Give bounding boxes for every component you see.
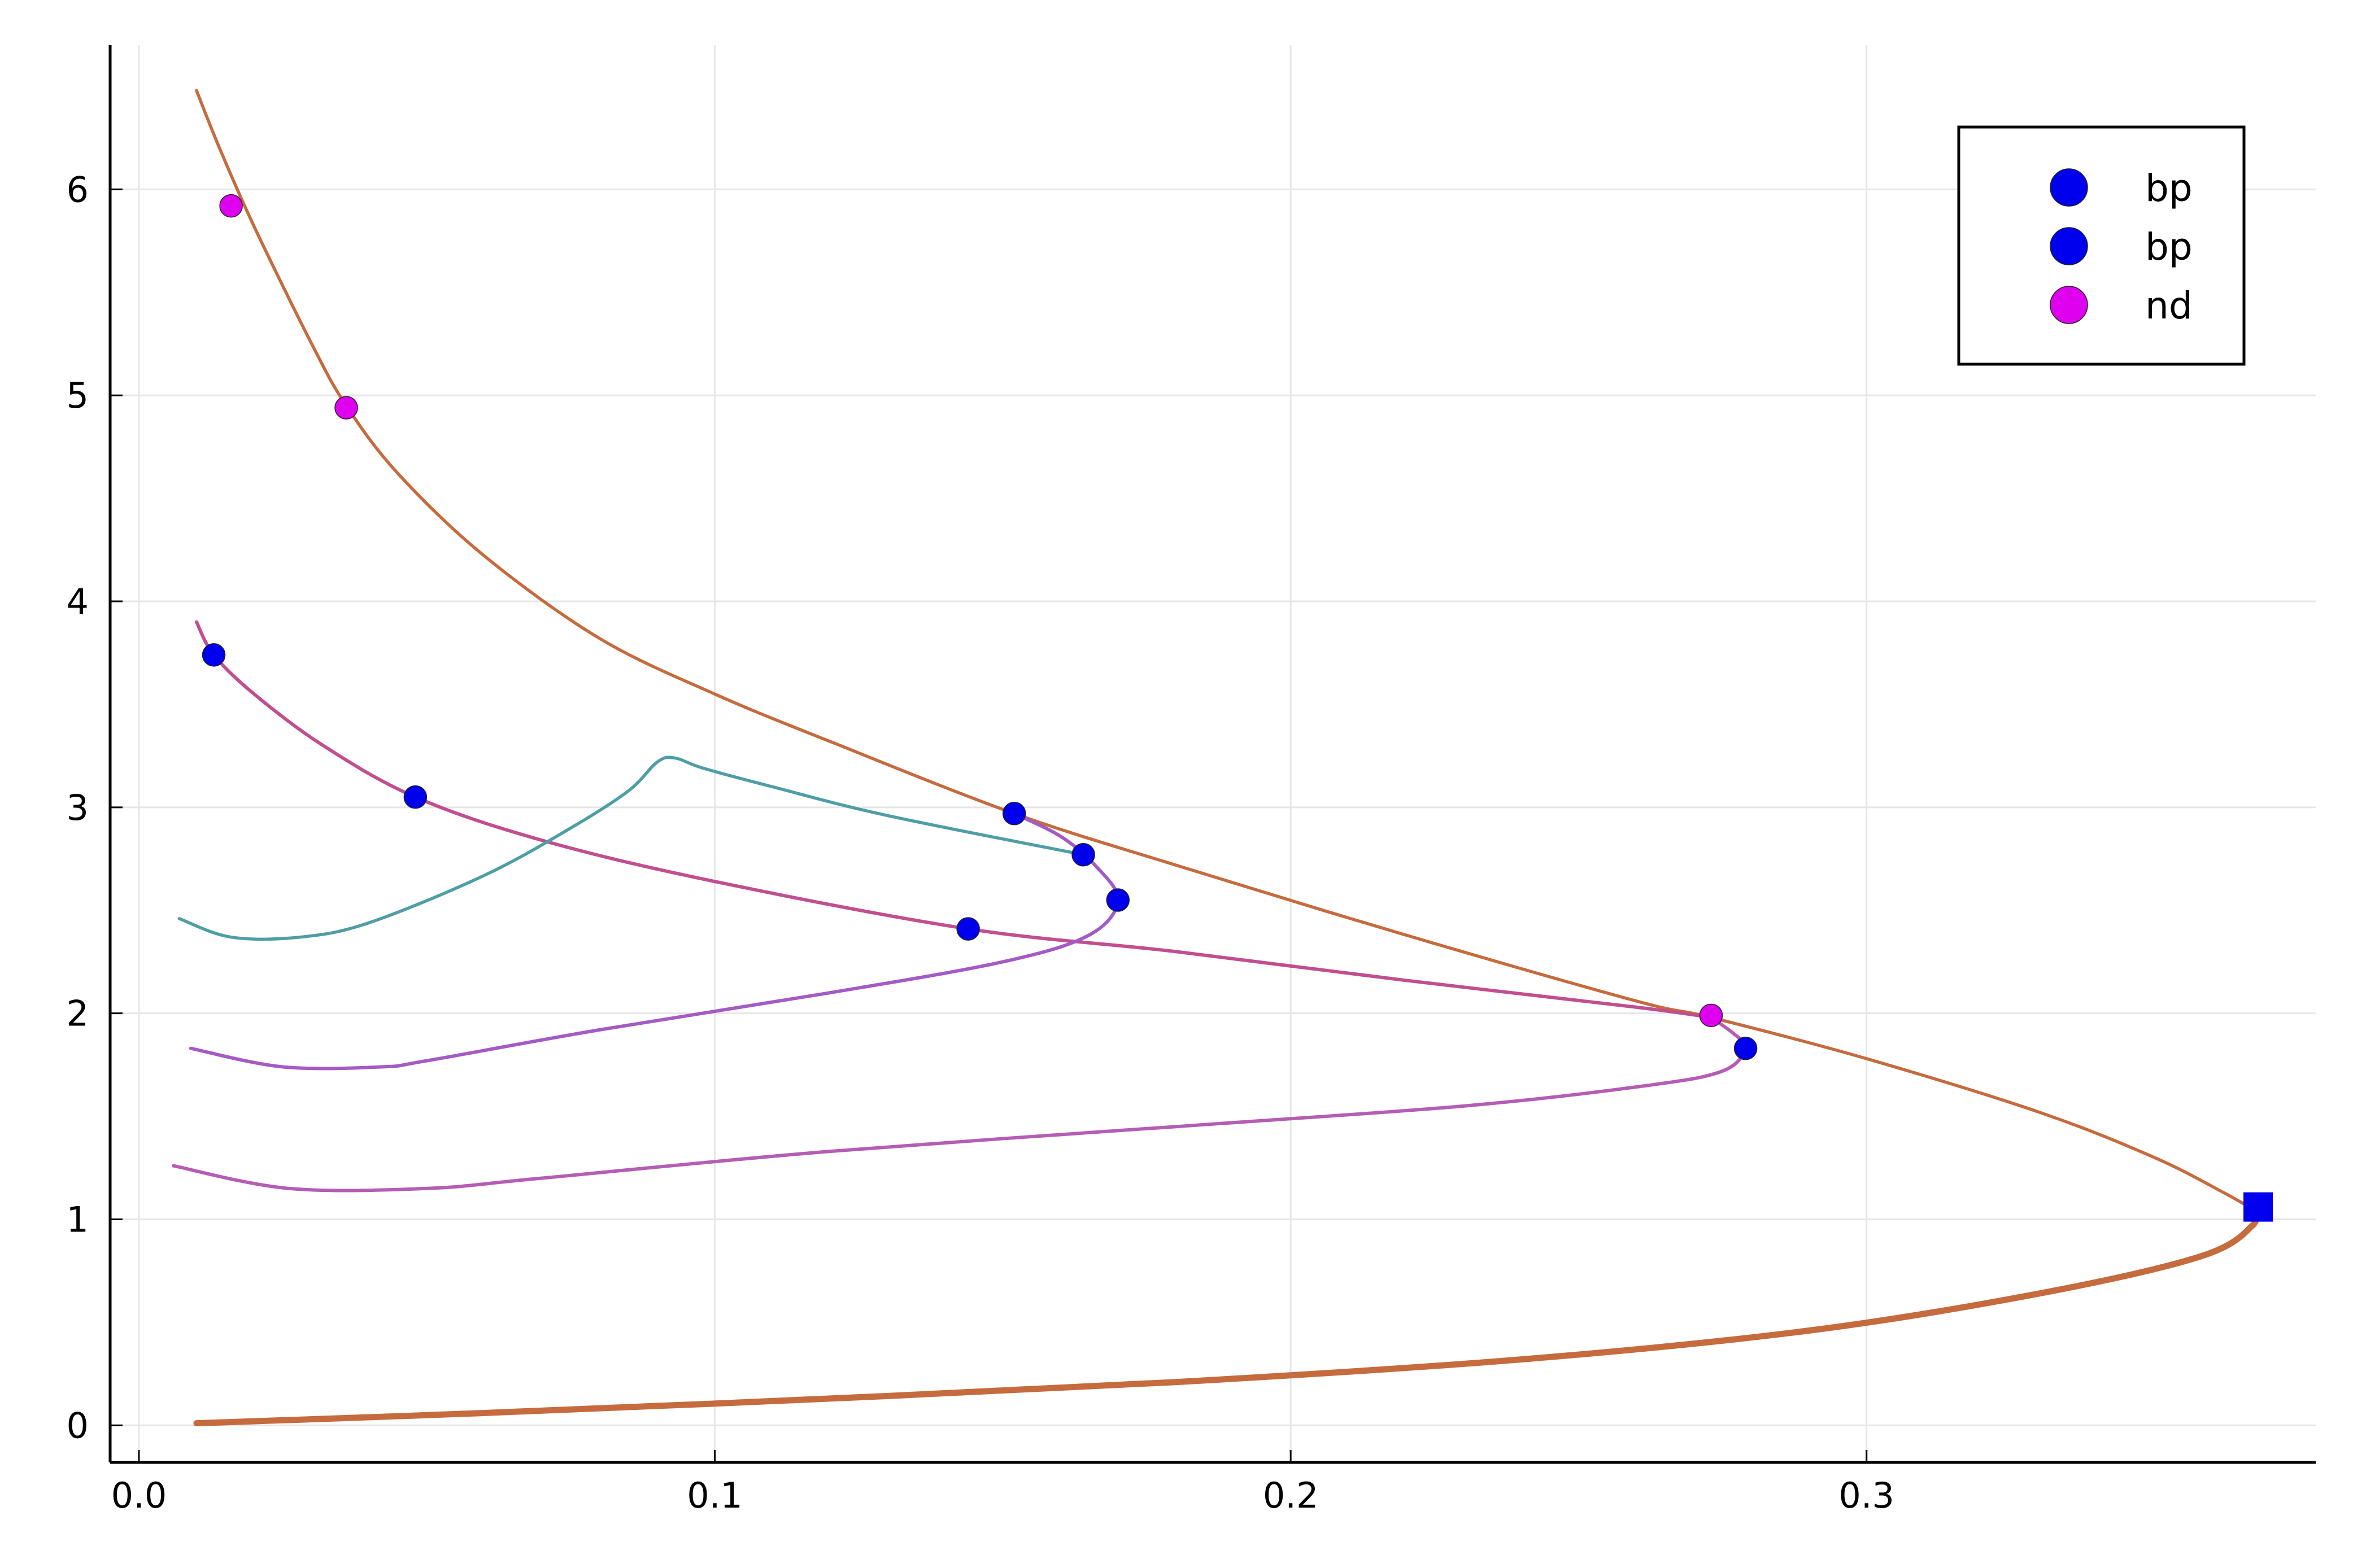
legend-marker-bp: [2050, 168, 2088, 207]
nd-point: [1699, 1003, 1723, 1028]
y-tick-label: 0: [67, 1405, 89, 1446]
bp-point: [202, 643, 226, 667]
series-line-2: [193, 1206, 2260, 1427]
legend-marker-nd: [2050, 286, 2088, 324]
tick-labels: 0.0 0.1 0.2 0.3 0 1 2 3 4 5 6: [67, 169, 1894, 1516]
x-tick-label: 0.0: [111, 1475, 167, 1516]
bp-point: [956, 917, 980, 941]
bp-point: [1733, 1036, 1758, 1060]
x-tick-label: 0.2: [1263, 1475, 1319, 1516]
x-tick-label: 0.1: [687, 1475, 743, 1516]
series-line-3: [194, 620, 1713, 1019]
bp-point: [1106, 888, 1130, 912]
y-tick-label: 4: [67, 581, 89, 622]
legend: bp bp nd: [1957, 125, 2246, 366]
bp-point: [1071, 843, 1095, 867]
data-markers: [202, 194, 2273, 1222]
legend-label-bp: bp: [2145, 225, 2193, 269]
y-tick-label: 6: [67, 169, 89, 210]
series-line-5: [172, 1015, 1748, 1193]
nd-point: [334, 396, 358, 420]
bp-point: [1002, 802, 1026, 826]
nd-point: [219, 194, 243, 218]
y-tick-label: 1: [67, 1199, 89, 1241]
y-tick-label: 2: [67, 993, 89, 1034]
x-tick-label: 0.3: [1838, 1475, 1894, 1516]
grid-lines: [110, 45, 2316, 1462]
bp-point: [403, 785, 428, 809]
series-line-6: [177, 755, 1085, 941]
series-line-4: [189, 811, 1120, 1071]
legend-label-bp: bp: [2145, 167, 2193, 210]
y-tick-label: 5: [67, 375, 89, 416]
y-tick-label: 3: [67, 787, 89, 828]
legend-label-nd: nd: [2145, 284, 2193, 327]
axes: [108, 45, 2316, 1464]
square-marker: [2243, 1192, 2273, 1222]
legend-marker-bp: [2050, 227, 2088, 265]
legend-box: [1957, 125, 2246, 366]
